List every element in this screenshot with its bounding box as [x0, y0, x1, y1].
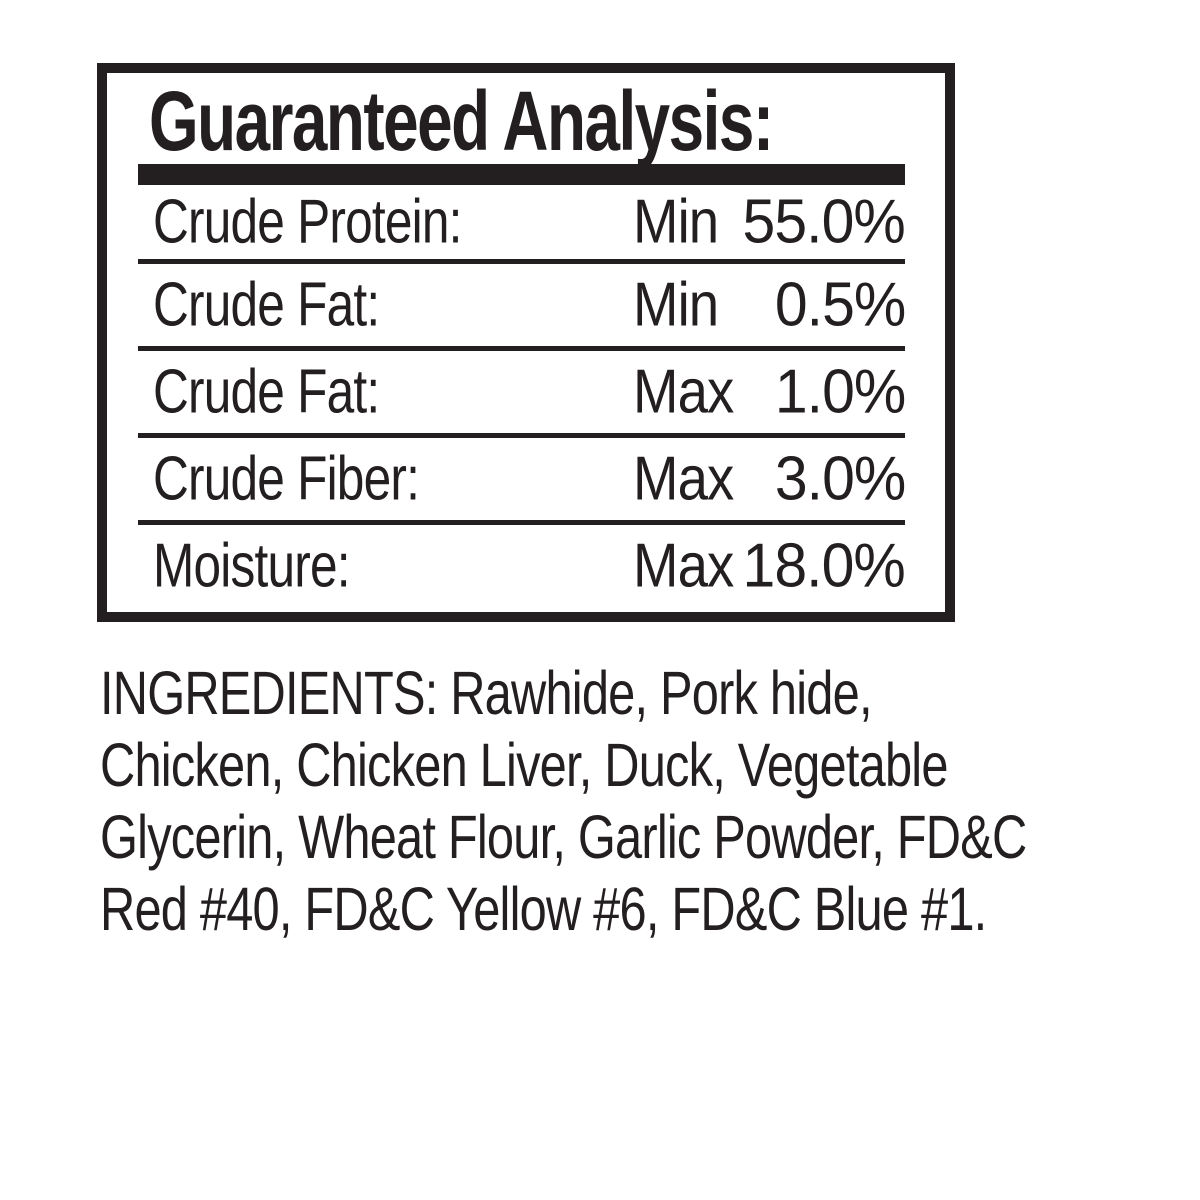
nutrient-label: Crude Fat:: [153, 357, 380, 427]
nutrient-qualifier: Max: [633, 531, 734, 601]
table-row: Crude Fat: Min 0.5%: [138, 264, 906, 351]
nutrient-value: 3.0%: [774, 444, 906, 514]
nutrient-qualifier: Min: [633, 270, 719, 340]
table-row: Crude Fat: Max 1.0%: [138, 351, 906, 438]
ingredients-line: Chicken, Chicken Liver, Duck, Vegetable: [100, 731, 948, 799]
ingredients-line: INGREDIENTS: Rawhide, Pork hide,: [100, 659, 873, 727]
nutrient-value: 18.0%: [742, 531, 906, 601]
nutrient-value: 1.0%: [774, 357, 906, 427]
analysis-table: Crude Protein: Min 55.0% Crude Fat: Min …: [138, 185, 906, 607]
nutrient-value: 55.0%: [742, 187, 906, 257]
ingredients-line: Red #40, FD&C Yellow #6, FD&C Blue #1.: [100, 875, 987, 943]
guaranteed-analysis-box: Guaranteed Analysis: Crude Protein: Min …: [97, 63, 955, 622]
nutrient-qualifier: Max: [633, 444, 734, 514]
nutrient-label: Crude Protein:: [153, 187, 462, 257]
ingredients-paragraph: INGREDIENTS: Rawhide, Pork hide, Chicken…: [100, 657, 1200, 945]
title-underline-bar: [138, 164, 905, 185]
nutrient-label: Moisture:: [153, 531, 351, 601]
nutrient-qualifier: Min: [633, 187, 719, 257]
table-row: Crude Protein: Min 55.0%: [138, 185, 906, 264]
nutrient-label: Crude Fat:: [153, 270, 380, 340]
nutrient-qualifier: Max: [633, 357, 734, 427]
table-row: Crude Fiber: Max 3.0%: [138, 438, 906, 525]
ingredients-line: Glycerin, Wheat Flour, Garlic Powder, FD…: [100, 803, 1027, 871]
guaranteed-analysis-title: Guaranteed Analysis:: [149, 74, 774, 168]
nutrient-label: Crude Fiber:: [153, 444, 420, 514]
table-row: Moisture: Max 18.0%: [138, 525, 906, 607]
nutrient-value: 0.5%: [774, 270, 906, 340]
